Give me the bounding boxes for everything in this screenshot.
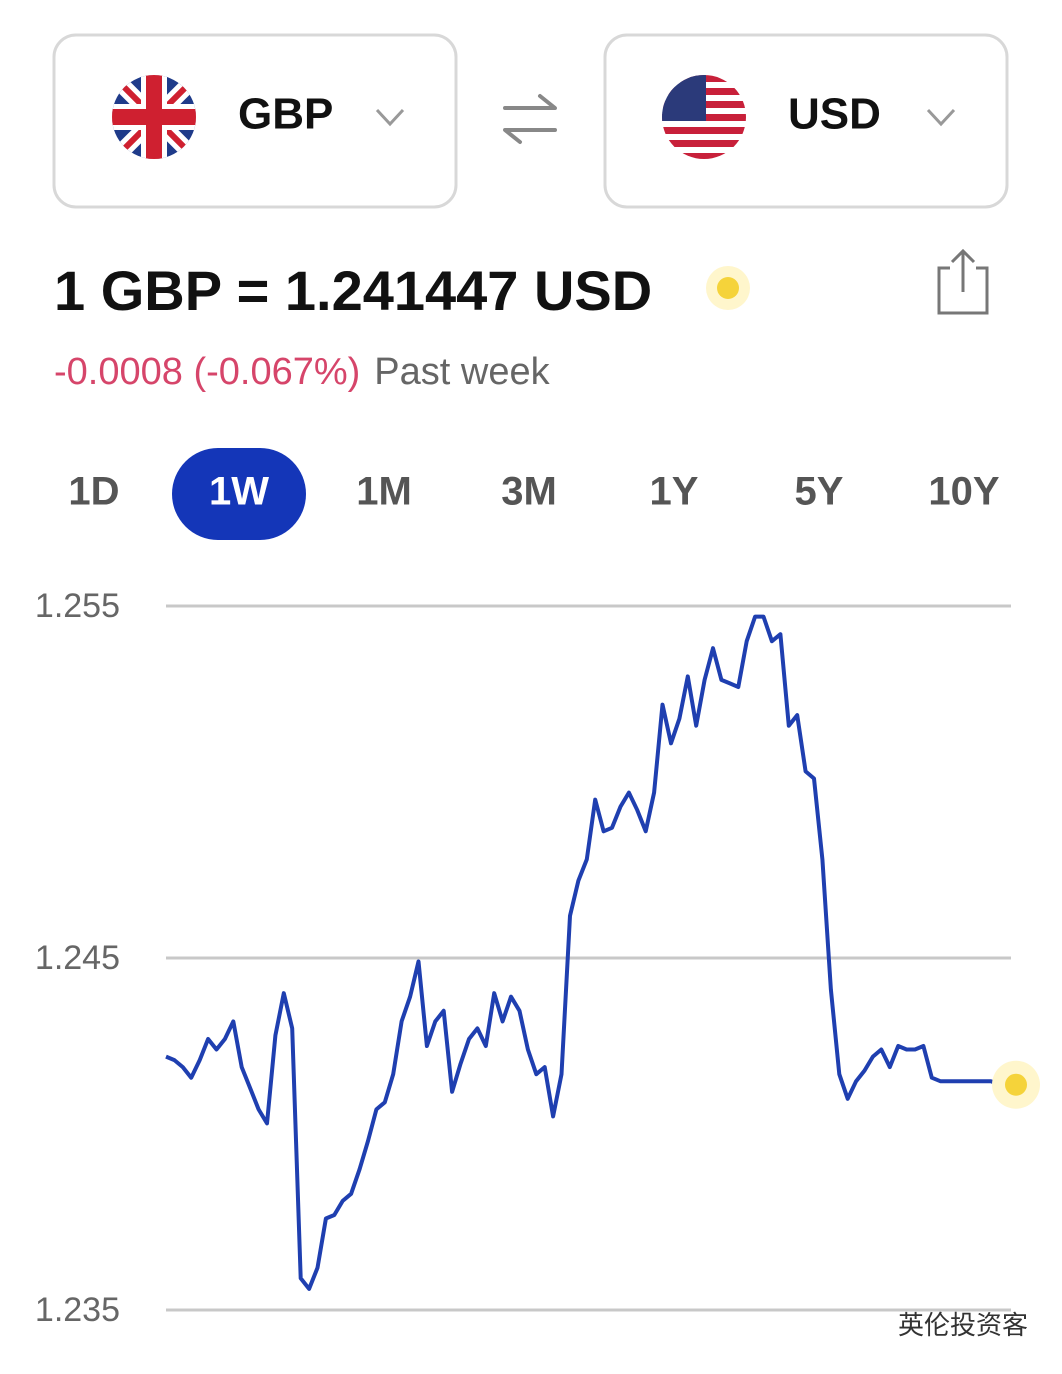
range-tab[interactable]: 10Y xyxy=(928,470,999,514)
live-indicator xyxy=(717,277,739,299)
range-tab[interactable]: 3M xyxy=(501,470,557,514)
chart: 1.235 1.245 1.255 xyxy=(35,587,1040,1329)
change-line: -0.0008 (-0.067%) Past week xyxy=(54,351,551,393)
swap-button[interactable] xyxy=(503,94,557,144)
from-currency: GBP xyxy=(238,90,333,139)
range-tab[interactable]: 1M xyxy=(356,470,412,514)
price-line xyxy=(165,614,1016,1291)
uk-flag xyxy=(112,75,196,159)
range-tab-label[interactable]: 10Y xyxy=(928,470,999,514)
y-tick-label: 1.235 xyxy=(35,1291,120,1329)
change: -0.0008 (-0.067%) xyxy=(54,351,360,393)
to-currency: USD xyxy=(788,90,881,139)
swap-icon[interactable] xyxy=(503,94,557,144)
range-tab-selected[interactable] xyxy=(172,448,306,540)
y-tick-label: 1.255 xyxy=(35,587,120,625)
range-tab[interactable]: 1W xyxy=(172,448,306,540)
range-tab-label[interactable]: 1W xyxy=(209,470,269,514)
to-currency-select[interactable]: USD xyxy=(603,33,1009,209)
range-tab[interactable]: 1D xyxy=(68,470,119,514)
range-tab[interactable]: 1Y xyxy=(650,470,699,514)
from-currency-select[interactable]: GBP xyxy=(52,33,458,209)
chevron xyxy=(926,108,956,127)
last-point xyxy=(1005,1073,1027,1096)
change-period: Past week xyxy=(374,351,550,393)
range-tab-label[interactable]: 3M xyxy=(501,470,557,514)
y-tick-label: 1.245 xyxy=(35,939,120,977)
range-tab-label[interactable]: 1M xyxy=(356,470,412,514)
share-icon[interactable] xyxy=(937,248,989,315)
range-tab[interactable]: 5Y xyxy=(795,470,844,514)
range-tab-label[interactable]: 1Y xyxy=(650,470,699,514)
share-button[interactable] xyxy=(937,248,989,315)
range-tab-label[interactable]: 1D xyxy=(68,470,119,514)
watermark: 英伦投资客 xyxy=(898,1310,1028,1340)
chevron xyxy=(375,108,405,127)
range-tabs: 1D 1W 1M 3M 1Y 5Y 10Y xyxy=(68,448,1000,540)
rate: 1 GBP = 1.241447 USD xyxy=(54,259,652,322)
range-tab-label[interactable]: 5Y xyxy=(795,470,844,514)
